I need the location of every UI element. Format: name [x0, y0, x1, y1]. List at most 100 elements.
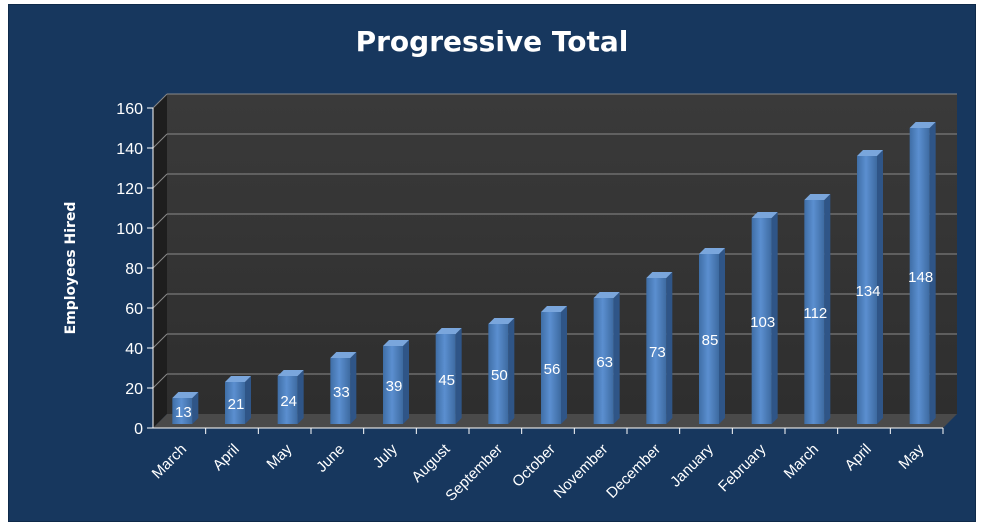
bar-front — [330, 358, 351, 424]
y-axis-ticks: 0 20 40 60 80 100 120 140 160 — [116, 101, 154, 438]
gridline-side — [152, 333, 168, 349]
bar-top — [435, 328, 462, 334]
gridline-side — [152, 93, 168, 109]
gridline-side — [152, 213, 168, 229]
bar-value-label: 39 — [386, 378, 403, 395]
bar-side — [350, 352, 357, 424]
bar-chart: 13 21 24 33 39 45 50 56 63 73 85 103 112 134 148 0 20 40… — [63, 93, 957, 505]
bar-value-label: 148 — [908, 269, 933, 286]
bar-top — [909, 122, 936, 128]
bar-side — [929, 122, 936, 424]
bar-side — [297, 370, 304, 424]
x-tick-label: September — [442, 441, 506, 505]
bar: 45 — [435, 328, 462, 424]
bar-side — [824, 194, 831, 424]
bar-top — [646, 272, 673, 278]
bar-front — [541, 312, 561, 424]
x-tick-label: November — [551, 441, 612, 502]
x-tick-label: January — [667, 440, 717, 490]
bar-value-label: 103 — [750, 314, 775, 331]
y-tick-label: 80 — [125, 261, 143, 278]
bar: 21 — [225, 376, 251, 424]
gridline-side — [152, 293, 168, 309]
chart-title: Progressive Total — [355, 25, 629, 58]
y-tick-label: 100 — [116, 221, 143, 238]
bar-front — [804, 200, 825, 424]
bar-front — [751, 218, 772, 424]
gridline-side — [152, 373, 168, 389]
bar-top — [277, 370, 304, 376]
bar-top — [330, 352, 357, 358]
y-tick-label: 160 — [116, 101, 143, 118]
bar: 148 — [908, 122, 936, 424]
x-tick-label: April — [210, 441, 243, 474]
bar: 73 — [646, 272, 673, 424]
x-tick-label: May — [895, 440, 927, 472]
bar-side — [877, 150, 883, 424]
x-tick-label: April — [842, 441, 875, 474]
bar-value-label: 24 — [280, 393, 297, 410]
bar-side — [508, 318, 515, 424]
y-tick-label: 140 — [116, 141, 143, 158]
x-tick-label: February — [715, 440, 770, 495]
bar-value-label: 112 — [803, 305, 827, 322]
bar: 24 — [277, 370, 304, 424]
x-tick-label: December — [603, 441, 664, 502]
bar-side — [455, 328, 462, 424]
bar-front — [435, 334, 456, 424]
bar: 13 — [172, 392, 199, 424]
bar-top — [751, 212, 778, 218]
x-tick-label: October — [509, 441, 559, 491]
bar: 134 — [855, 150, 883, 424]
bar-front — [277, 376, 298, 424]
bar-front — [225, 382, 245, 424]
bar-value-label: 134 — [855, 283, 880, 300]
bar: 63 — [593, 292, 620, 424]
gridline-side — [152, 253, 168, 269]
bar-top — [172, 392, 199, 398]
x-tick-label: May — [263, 440, 295, 472]
bar-value-label: 50 — [491, 367, 508, 384]
y-tick-label: 60 — [125, 301, 143, 318]
bar: 85 — [699, 248, 725, 424]
bar-side — [403, 340, 409, 424]
bar-top — [593, 292, 620, 298]
bar-value-label: 21 — [228, 396, 245, 413]
x-tick-label: July — [370, 440, 401, 471]
x-tick-label: March — [781, 441, 822, 482]
bar-top — [225, 376, 251, 382]
bar-top — [804, 194, 831, 200]
bar-front — [488, 324, 509, 424]
bar-front — [699, 254, 719, 424]
x-tick-label: March — [149, 441, 190, 482]
bar-front — [857, 156, 877, 424]
y-tick-label: 40 — [125, 341, 143, 358]
bar-top — [488, 318, 515, 324]
bar-front — [593, 298, 614, 424]
y-tick-label: 20 — [125, 381, 143, 398]
bar: 50 — [488, 318, 515, 424]
bar-side — [245, 376, 251, 424]
bar-front — [383, 346, 403, 424]
bar-top — [857, 150, 883, 156]
y-tick-label: 0 — [134, 421, 143, 438]
bar-value-label: 56 — [544, 361, 561, 378]
gridline-side — [152, 173, 168, 189]
bar: 112 — [803, 194, 831, 424]
bar-side — [613, 292, 620, 424]
bar-value-label: 45 — [438, 372, 455, 389]
bar: 103 — [750, 212, 778, 424]
bar-value-label: 63 — [596, 354, 613, 371]
bar-front — [909, 128, 930, 424]
x-tick-label: August — [408, 440, 454, 486]
x-tick-label: June — [313, 441, 348, 476]
bars: 13 21 24 33 39 45 50 56 63 73 85 103 112 134 148 — [172, 122, 936, 424]
y-tick-label: 120 — [116, 181, 143, 198]
bar-top — [541, 306, 567, 312]
bar-side — [561, 306, 567, 424]
bar: 33 — [330, 352, 357, 424]
bar-value-label: 73 — [649, 344, 666, 361]
bar-top — [699, 248, 725, 254]
bar: 39 — [383, 340, 409, 424]
